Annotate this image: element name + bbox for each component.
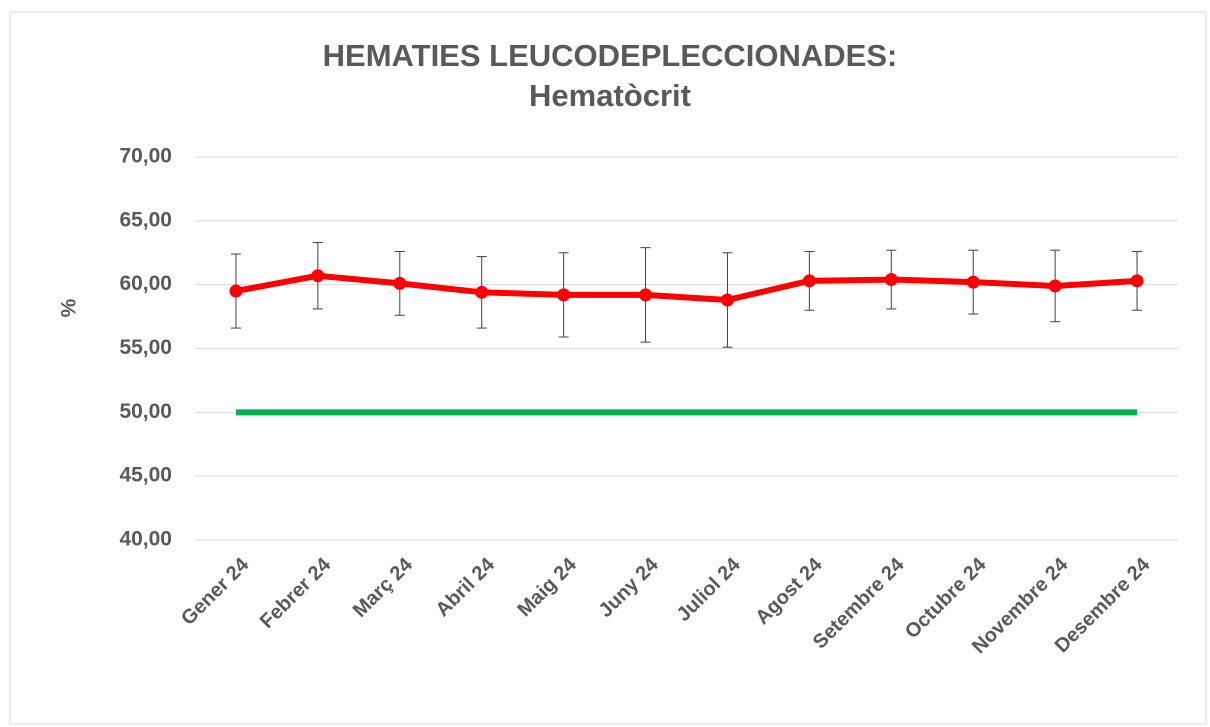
chart-frame [9,11,1207,725]
y-tick-label: 55,00 [119,336,172,359]
y-tick-label: 60,00 [119,272,172,295]
marker [966,275,980,289]
series-line [235,272,1138,303]
y-tick-label: 65,00 [119,208,172,231]
marker [720,293,734,307]
y-axis-label: % [58,298,81,317]
marker [639,288,653,302]
y-tick-label: 70,00 [119,145,172,168]
marker [1048,279,1062,293]
marker [311,269,325,283]
chart-subtitle: Hematòcrit [529,78,691,113]
marker [475,285,489,299]
marker [557,288,571,302]
y-tick-label: 50,00 [119,400,172,423]
marker [802,274,816,288]
chart-title: HEMATIES LEUCODEPLECCIONADES: [323,38,898,73]
marker [1130,274,1144,288]
marker [229,284,243,298]
marker [884,273,898,287]
marker [393,276,407,290]
y-tick-label: 45,00 [119,464,172,487]
y-tick-label: 40,00 [119,528,172,551]
